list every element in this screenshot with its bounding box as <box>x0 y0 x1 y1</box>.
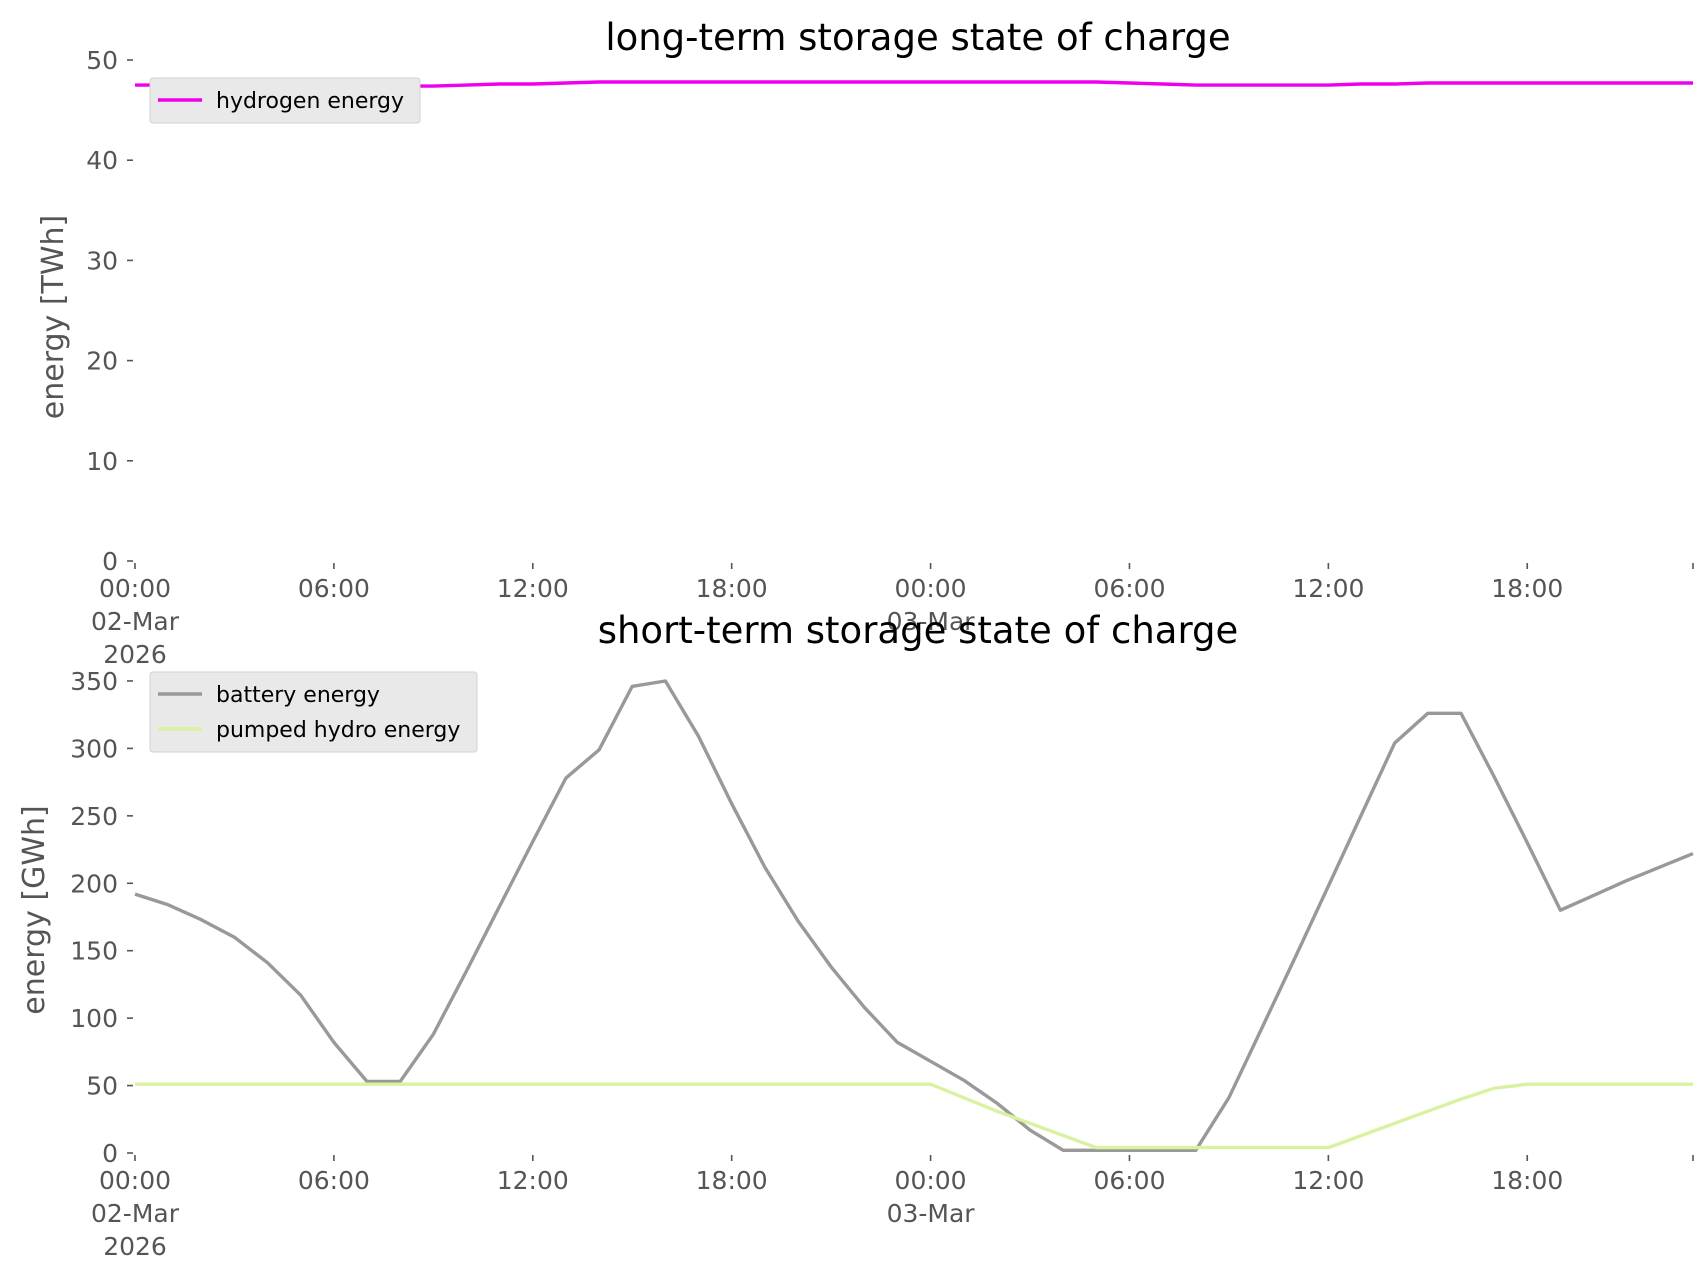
panel-short-term: short-term storage state of charge energ… <box>17 609 1694 1261</box>
y-tick-label: 40 <box>86 146 118 175</box>
y-tick-label: 10 <box>86 447 118 476</box>
x-tick-label: 18:00 <box>1491 574 1563 603</box>
y-tick-label: 30 <box>86 246 118 275</box>
series-line-battery-energy <box>134 679 1694 1153</box>
x-tick-label: 12:00 <box>497 1166 569 1195</box>
y-tick-label: 0 <box>102 547 118 576</box>
y-tick-label: 50 <box>86 1072 118 1101</box>
y-tick-label: 100 <box>70 1004 118 1033</box>
y-tick-label: 20 <box>86 347 118 376</box>
chart-title: long-term storage state of charge <box>605 16 1230 59</box>
x-tick-label: 00:00 02-Mar 2026 <box>91 1166 180 1261</box>
y-tick-label: 0 <box>102 1139 118 1168</box>
legend-label: battery energy <box>216 683 380 708</box>
y-tick-label: 250 <box>70 802 118 831</box>
legend-box <box>149 671 478 753</box>
panel-long-term: long-term storage state of charge energy… <box>36 16 1694 669</box>
y-tick-label: 300 <box>70 734 118 763</box>
legend-box <box>149 77 421 124</box>
y-tick-label: 150 <box>70 937 118 966</box>
x-tick-label: 06:00 <box>1093 574 1165 603</box>
y-axis-label: energy [GWh] <box>17 805 52 1014</box>
x-tick-label: 12:00 <box>1292 1166 1364 1195</box>
legend-label: pumped hydro energy <box>216 718 460 743</box>
x-tick-label: 12:00 <box>497 574 569 603</box>
y-tick-label: 350 <box>70 667 118 696</box>
legend-label: hydrogen energy <box>216 89 404 114</box>
y-tick-label: 50 <box>86 46 118 75</box>
series-line-pumped-hydro-energy <box>135 1082 1693 1150</box>
x-tick-label: 06:00 <box>298 1166 370 1195</box>
x-tick-label: 00:00 02-Mar 2026 <box>91 574 180 669</box>
x-tick-label: 00:00 03-Mar <box>887 1166 976 1228</box>
y-axis-label: energy [TWh] <box>36 215 71 419</box>
chart-title: short-term storage state of charge <box>598 609 1239 652</box>
x-tick-label: 00:00 03-Mar <box>887 574 976 636</box>
x-tick-label: 18:00 <box>696 574 768 603</box>
x-tick-label: 06:00 <box>1093 1166 1165 1195</box>
x-tick-label: 06:00 <box>298 574 370 603</box>
x-tick-label: 18:00 <box>696 1166 768 1195</box>
x-tick-label: 18:00 <box>1491 1166 1563 1195</box>
x-tick-label: 12:00 <box>1292 574 1364 603</box>
y-tick-label: 200 <box>70 869 118 898</box>
